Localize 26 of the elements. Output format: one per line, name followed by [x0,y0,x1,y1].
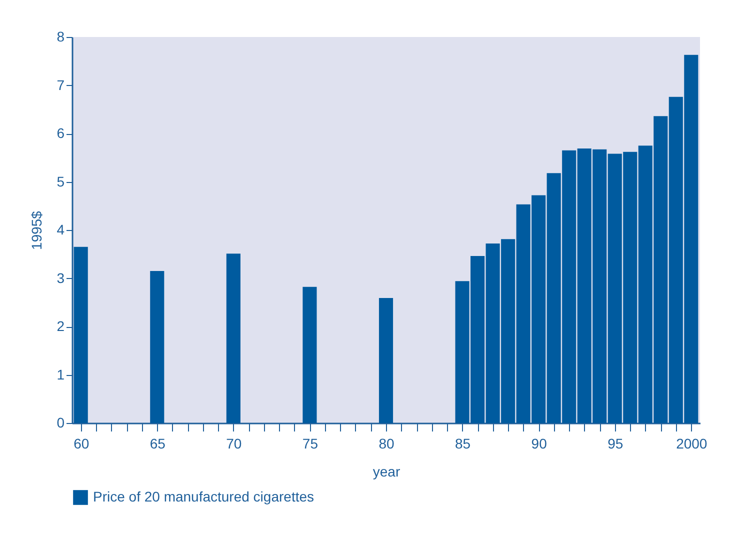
x-axis-title: year [372,464,400,480]
y-tick-label: 2 [56,318,65,334]
x-tick-label: 95 [608,436,624,452]
y-tick-label: 8 [56,28,65,44]
legend-label: Price of 20 manufactured cigarettes [93,488,314,504]
x-tick-label: 60 [74,436,90,452]
x-tick-label: 2000 [676,436,708,452]
y-tick-label: 6 [56,125,65,141]
y-tick-label: 1 [56,366,65,382]
x-tick-label: 90 [531,436,548,452]
x-tick-label: 70 [226,436,242,452]
y-tick-label: 7 [56,76,65,93]
bar [302,286,317,423]
bar [226,254,240,423]
y-tick-label: 4 [56,222,65,238]
x-tick-label: 85 [455,436,471,452]
x-tick-label: 65 [150,436,166,452]
bar [150,271,164,423]
y-axis-title: 1995$ [28,210,45,250]
y-tick-label: 0 [56,414,65,430]
y-tick-label: 3 [56,270,65,286]
x-tick-label: 80 [378,436,394,452]
bar [378,298,394,423]
y-tick-label: 5 [56,173,65,190]
bar [74,246,88,423]
x-tick-label: 75 [302,436,318,452]
